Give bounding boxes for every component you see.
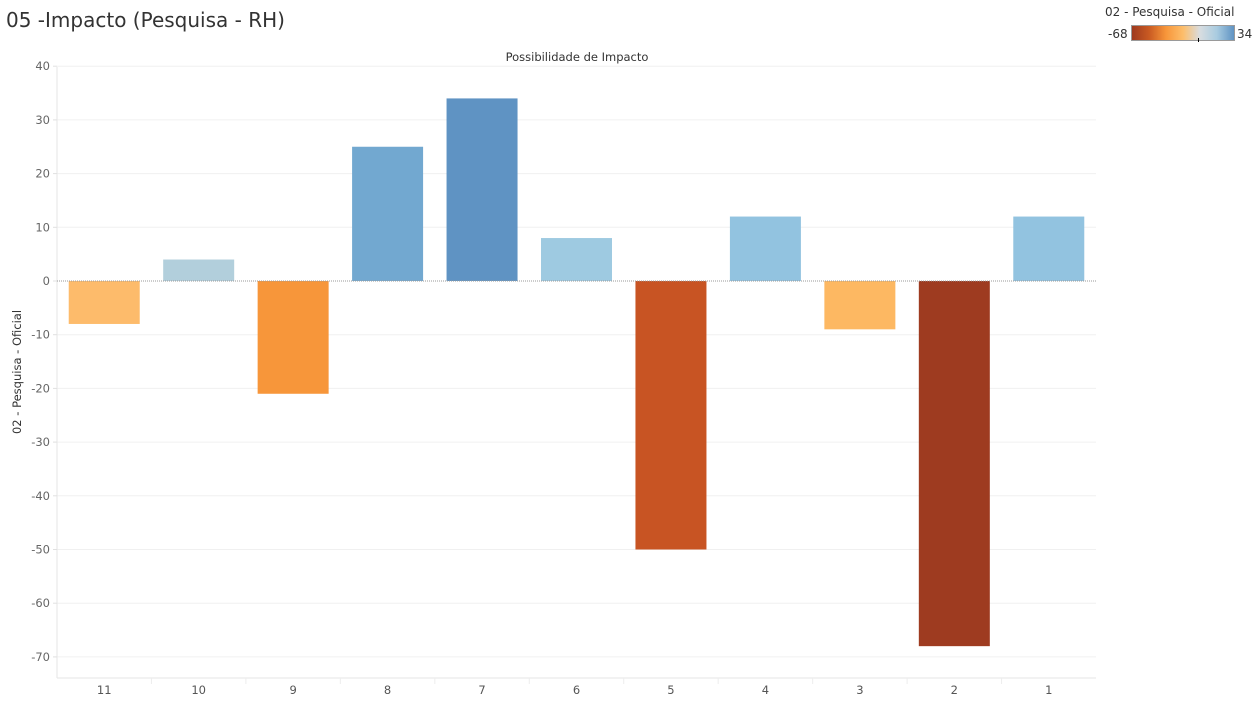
y-tick-label: 20 [35, 167, 50, 181]
y-tick-label: -10 [31, 328, 50, 342]
legend-max-label: 34 [1237, 27, 1253, 41]
legend-zero-marker [1198, 38, 1199, 42]
bar-8 [352, 146, 424, 281]
y-tick-label: -20 [31, 381, 50, 395]
x-tick-label: 7 [478, 683, 485, 697]
bar-10 [163, 259, 235, 281]
y-axis-title: 02 - Pesquisa - Oficial [10, 310, 24, 434]
x-tick-label: 1 [1045, 683, 1052, 697]
y-tick-label: -60 [31, 596, 50, 610]
y-tick-label: -40 [31, 489, 50, 503]
page-title: 05 -Impacto (Pesquisa - RH) [6, 8, 285, 32]
x-tick-label: 4 [762, 683, 769, 697]
axis-layer: 40 30 20 10 0 -10 -20 -30 -40 -50 -60 -70 11 10 9 8 7 6 5 4… [31, 59, 1096, 697]
bar-5 [635, 281, 707, 550]
x-tick-label: 8 [384, 683, 391, 697]
x-tick-label: 10 [191, 683, 206, 697]
y-tick-label: 30 [35, 113, 50, 127]
bar-7 [446, 98, 518, 281]
legend-min-label: -68 [1108, 27, 1128, 41]
bar-1 [1013, 216, 1085, 281]
x-tick-label: 5 [667, 683, 674, 697]
x-tick-label: 11 [97, 683, 112, 697]
x-tick-label: 9 [289, 683, 296, 697]
x-tick-label: 2 [951, 683, 958, 697]
bar-9 [257, 281, 329, 394]
legend-title: 02 - Pesquisa - Oficial [1105, 5, 1235, 19]
y-tick-label: 40 [35, 59, 50, 73]
y-tick-label: -50 [31, 543, 50, 557]
bars-layer [68, 98, 1085, 647]
x-tick-label: 6 [573, 683, 580, 697]
bar-3 [824, 281, 896, 330]
x-tick-label: 3 [856, 683, 863, 697]
legend-gradient-bar [1131, 25, 1235, 41]
chart-title: Possibilidade de Impacto [506, 50, 649, 64]
y-tick-label: 10 [35, 220, 50, 234]
bar-11 [68, 281, 140, 324]
bar-6 [541, 238, 612, 281]
y-tick-label: -30 [31, 435, 50, 449]
y-tick-label: 0 [43, 274, 50, 288]
y-tick-label: -70 [31, 650, 50, 664]
bar-2 [918, 281, 990, 647]
color-legend[interactable]: 02 - Pesquisa - Oficial -68 34 [1100, 4, 1258, 48]
bar-4 [729, 216, 801, 281]
